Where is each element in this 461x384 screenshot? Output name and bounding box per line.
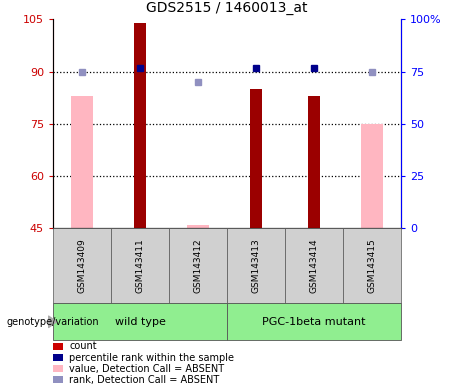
Text: GSM143409: GSM143409 bbox=[77, 238, 87, 293]
Bar bbox=[53, 354, 63, 361]
Bar bbox=[227, 303, 401, 340]
Bar bbox=[343, 228, 401, 303]
Bar bbox=[361, 124, 383, 228]
Bar bbox=[285, 228, 343, 303]
Text: rank, Detection Call = ABSENT: rank, Detection Call = ABSENT bbox=[69, 374, 219, 384]
Bar bbox=[227, 228, 285, 303]
Bar bbox=[53, 343, 63, 349]
Bar bbox=[250, 89, 262, 228]
Text: value, Detection Call = ABSENT: value, Detection Call = ABSENT bbox=[69, 364, 224, 374]
Polygon shape bbox=[48, 316, 57, 328]
Text: GSM143412: GSM143412 bbox=[194, 238, 202, 293]
Bar bbox=[187, 225, 209, 228]
Text: percentile rank within the sample: percentile rank within the sample bbox=[69, 353, 234, 362]
Text: GSM143411: GSM143411 bbox=[136, 238, 145, 293]
Bar bbox=[53, 376, 63, 383]
Title: GDS2515 / 1460013_at: GDS2515 / 1460013_at bbox=[146, 2, 308, 15]
Text: PGC-1beta mutant: PGC-1beta mutant bbox=[262, 316, 366, 327]
Bar bbox=[111, 228, 169, 303]
Bar bbox=[134, 23, 147, 228]
Text: wild type: wild type bbox=[115, 316, 165, 327]
Text: count: count bbox=[69, 341, 97, 351]
Bar bbox=[53, 303, 227, 340]
Text: genotype/variation: genotype/variation bbox=[7, 317, 100, 327]
Text: GSM143414: GSM143414 bbox=[309, 238, 319, 293]
Bar bbox=[169, 228, 227, 303]
Bar bbox=[53, 228, 111, 303]
Bar bbox=[307, 96, 320, 228]
Text: GSM143415: GSM143415 bbox=[367, 238, 377, 293]
Text: GSM143413: GSM143413 bbox=[252, 238, 260, 293]
Bar bbox=[71, 96, 93, 228]
Bar bbox=[53, 366, 63, 372]
